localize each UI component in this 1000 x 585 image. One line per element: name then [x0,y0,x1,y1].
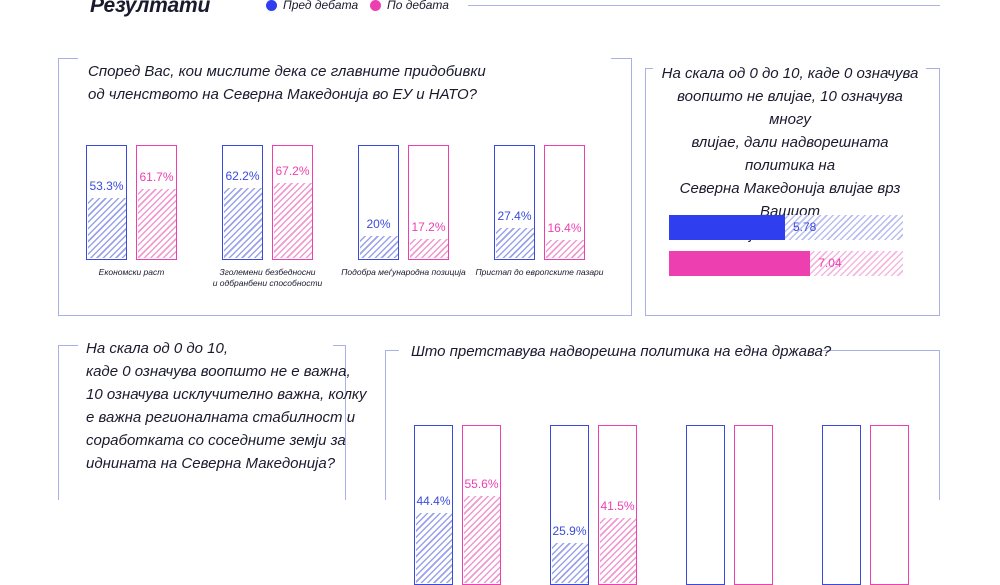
tick-label: Пристап до европските пазари [474,267,605,278]
question-q3-line: соработката со соседните земји за [86,432,346,449]
panel-q2-top-left-border [645,68,653,69]
panel-q3-left-border [58,345,59,500]
panel-q4-left-border [385,350,386,500]
bar-frame [734,425,773,585]
data-label: 25.9% [552,523,587,538]
panel-q4-top-left-border [385,350,399,351]
tick-label: Зголемени безбедносни и одбранбени способ… [202,267,333,289]
bar [87,198,126,259]
question-q1-line: од членството на Северна Македонија во Е… [88,86,477,103]
panel-q2-right-border [939,68,940,316]
bar [599,517,636,584]
tick-label-line: Подобра меѓународна позиција [341,267,466,277]
legend-label-after: По дебата [387,0,449,12]
data-label: 61.7% [139,169,174,184]
page-title: Резултати [90,0,211,17]
legend-label-before: Пред дебата [283,0,359,12]
bar [463,495,500,584]
bar [669,251,811,276]
panel-q1-top-left-border [58,58,78,59]
panel-q2-left-border [645,68,646,316]
tick-label-line: Зголемени безбедносни [219,267,316,277]
bar-frame [686,425,725,585]
bar [545,239,584,259]
bar [223,188,262,259]
bar [273,182,312,259]
data-label: 7.04 [818,256,842,270]
question-q3-line: каде 0 означува воопшто не е важна, [86,363,351,380]
panel-q4-top-right-border [822,350,940,351]
question-q4: Што претставува надворешна политика на е… [411,340,831,363]
question-q3-line: иднината на Северна Македонија? [86,455,336,472]
legend-dot-after-icon [370,0,381,11]
panel-q4-right-border [939,350,940,500]
bar [359,235,398,259]
panel-q3-right-border [345,345,346,500]
question-q2-line: воопшто не влијае, 10 означува многу [677,88,903,128]
question-q1: Според Вас, кои мислите дека се главните… [88,60,486,106]
data-label: 20% [366,216,391,231]
question-q4-line: Што претставува надворешна политика на е… [411,343,832,360]
panel-q2-bottom-border [645,315,940,316]
data-label: 62.2% [225,169,260,184]
legend-dot-before-icon [266,0,277,11]
question-q3-line: е важна регионалната стабилност и [86,409,356,426]
data-label: 17.2% [411,220,446,235]
question-q3-line: На скала од 0 до 10, [86,340,229,357]
question-q1-line: Според Вас, кои мислите дека се главните… [88,63,486,80]
data-label: 55.6% [464,476,499,491]
bar [137,188,176,259]
tick-label: Подобра меѓународна позиција [338,267,469,278]
tick-label: Економски раст [66,267,197,278]
panel-q3-top-right-border [333,345,346,346]
question-q2-line: На скала од 0 до 10, каде 0 означува [661,65,919,82]
data-label: 16.4% [547,220,582,235]
bar-frame [870,425,909,585]
panel-q1-bottom-border [58,315,632,316]
panel-q2-top-right-border [926,68,940,69]
panel-q1-left-border [58,58,59,316]
question-q3: На скала од 0 до 10, каде 0 означува воо… [86,337,366,475]
panel-q3-top-left-border [58,345,78,346]
data-label: 44.4% [416,494,451,509]
data-label: 67.2% [275,163,310,178]
header-divider [468,5,940,6]
bar [669,215,785,240]
panel-q1-top-right-border [611,58,632,59]
question-q3-line: 10 означува исклучително важна, колку [86,386,367,403]
data-label: 41.5% [600,498,635,513]
panel-q1-right-border [631,58,632,316]
bar-frame [822,425,861,585]
bar [415,513,452,584]
bar [409,239,448,259]
legend-item-before: Пред дебата [266,0,358,12]
tick-label-line: Пристап до европските пазари [475,267,604,277]
tick-label-line: Економски раст [98,267,165,277]
data-label: 5.78 [793,220,817,234]
tick-label-line: и одбранбени способности [212,278,323,288]
data-label: 53.3% [89,179,124,194]
legend-item-after: По дебата [370,0,449,12]
bar [495,227,534,259]
bar [551,542,588,584]
data-label: 27.4% [497,208,532,223]
question-q2-line: влијае, дали надворешната политика на [691,134,889,174]
